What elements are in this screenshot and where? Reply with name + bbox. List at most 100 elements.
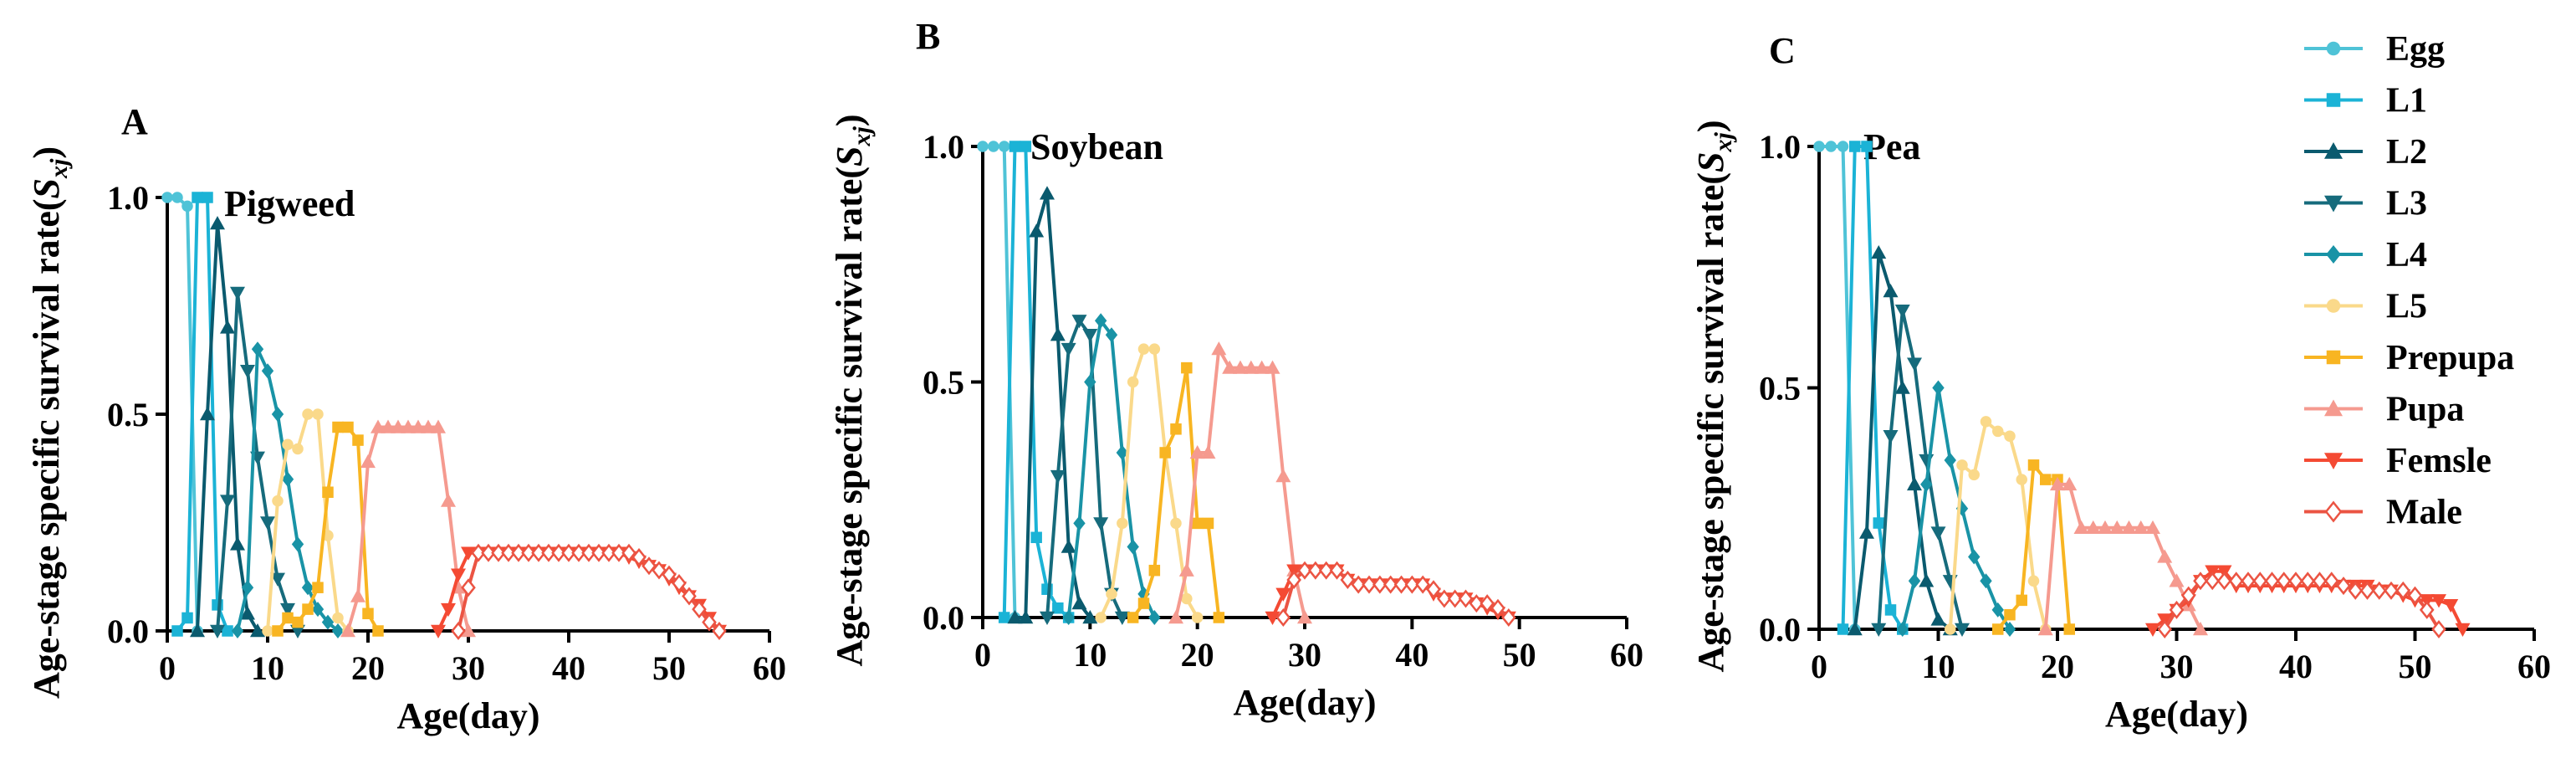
series-male: [451, 543, 727, 641]
data-point: [1213, 612, 1225, 623]
data-point: [342, 421, 354, 433]
data-point: [531, 543, 546, 562]
data-point: [1383, 575, 1398, 594]
data-point: [2336, 577, 2351, 596]
legend-label: L5: [2386, 288, 2427, 326]
y-tick-label: 1.0: [1759, 128, 1801, 166]
legend-entry-l5: L5: [2304, 288, 2427, 326]
data-point: [571, 543, 586, 562]
data-point: [372, 625, 384, 637]
x-axis-title: Age(day): [1233, 682, 1376, 723]
data-point: [1254, 360, 1270, 374]
data-point: [988, 141, 999, 152]
data-point: [1955, 623, 1970, 637]
data-point: [1871, 244, 1887, 259]
data-point: [1825, 141, 1837, 152]
data-point: [1018, 610, 1034, 624]
x-tick-label: 50: [1503, 636, 1536, 674]
data-point: [1930, 526, 1946, 541]
panel-A: 0 10 20 30 40 50 60 0.0 0.5 1.0 Age(day) Age-stage …: [26, 101, 786, 736]
host-plant-label: Pigweed: [224, 183, 355, 224]
data-point: [1159, 447, 1171, 459]
data-point: [2300, 572, 2316, 591]
data-point: [2216, 572, 2232, 591]
x-tick-label: 60: [2517, 648, 2551, 685]
x-tick-label: 50: [2399, 648, 2432, 685]
data-point: [1469, 594, 1485, 613]
data-point: [631, 547, 647, 566]
x-tick-label: 40: [2279, 648, 2313, 685]
series-l1: [171, 192, 233, 637]
data-point: [1458, 589, 1474, 608]
data-point: [1837, 623, 1849, 635]
data-point: [1082, 329, 1098, 343]
legend-entry-prepupa: Prepupa: [2304, 339, 2514, 377]
data-point: [1871, 623, 1887, 637]
legend-entry-pupa: Pupa: [2304, 391, 2464, 429]
data-point: [1052, 602, 1064, 614]
data-point: [1275, 587, 1291, 602]
legend-label: Male: [2386, 494, 2462, 532]
legend-entry-l4: L4: [2304, 236, 2427, 274]
data-point: [441, 493, 456, 507]
y-tick-label: 0.0: [107, 613, 149, 650]
data-point: [1243, 360, 1259, 374]
data-point: [332, 612, 344, 624]
data-point: [1181, 592, 1193, 605]
data-point: [611, 543, 626, 562]
data-point: [1968, 549, 1981, 565]
y-tick-label: 0.5: [107, 396, 149, 433]
x-tick-label: 20: [1181, 636, 1214, 674]
data-point: [1297, 610, 1312, 624]
data-point: [230, 286, 245, 300]
data-point: [682, 587, 697, 606]
data-point: [1127, 612, 1139, 623]
data-point: [1894, 304, 1910, 319]
data-point: [1191, 517, 1204, 530]
data-point: [672, 574, 687, 593]
data-point: [998, 141, 1010, 152]
legend-entry-egg: Egg: [2304, 30, 2445, 69]
data-point: [2004, 430, 2016, 442]
x-tick-label: 0: [159, 649, 176, 687]
data-point: [290, 624, 305, 638]
data-point: [2145, 623, 2160, 637]
data-point: [260, 516, 275, 531]
data-point: [371, 419, 386, 433]
data-point: [521, 543, 536, 562]
data-point: [321, 614, 335, 630]
data-point: [1170, 423, 1182, 435]
y-axis-title: Age-stage specific survival rate(Sxj): [829, 115, 876, 667]
legend-marker: [2324, 453, 2343, 469]
data-point: [1127, 376, 1139, 388]
data-point: [541, 543, 556, 562]
data-point: [1117, 517, 1128, 530]
legend-entry-l2: L2: [2304, 133, 2427, 172]
data-point: [340, 623, 355, 638]
data-point: [977, 141, 989, 152]
data-point: [381, 419, 396, 433]
data-point: [1930, 612, 1946, 626]
data-point: [200, 407, 215, 421]
data-point: [1859, 525, 1874, 539]
chart-panels: 0 10 20 30 40 50 60 0.0 0.5 1.0 Age(day) Age-stage …: [26, 16, 2551, 736]
data-point: [190, 623, 205, 638]
data-point: [2193, 572, 2208, 591]
legend-label: Prepupa: [2386, 339, 2514, 377]
panel-letter: C: [1769, 30, 1796, 71]
data-point: [1362, 575, 1377, 594]
series-line: [1174, 347, 1306, 618]
legend-marker: [2326, 41, 2341, 56]
data-point: [210, 624, 225, 638]
data-point: [501, 543, 516, 562]
data-point: [1050, 327, 1066, 341]
data-point: [1847, 622, 1863, 636]
data-point: [1275, 607, 1291, 628]
data-point: [192, 192, 203, 203]
data-point: [461, 546, 476, 561]
data-point: [491, 543, 506, 562]
data-point: [2063, 623, 2075, 635]
data-point: [1955, 500, 1969, 516]
legend-label: L1: [2386, 82, 2427, 120]
data-point: [1437, 589, 1452, 608]
